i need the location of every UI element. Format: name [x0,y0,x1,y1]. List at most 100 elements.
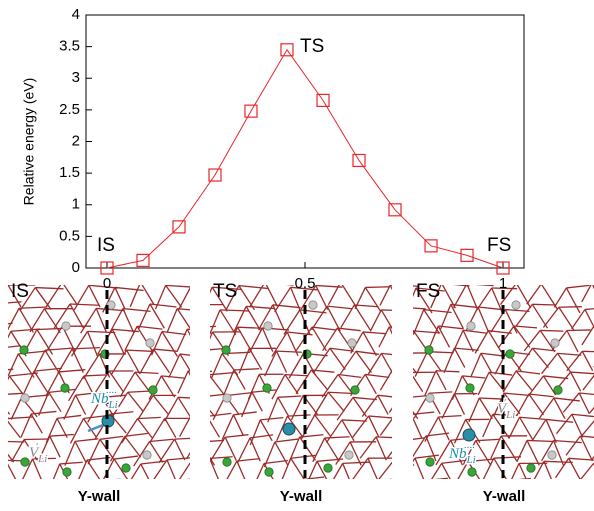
bond [523,330,541,352]
bond [511,463,520,479]
bond [463,329,488,334]
green-atom [148,385,158,395]
bond [562,392,580,413]
bond [503,392,521,415]
bond [177,370,189,394]
bond [210,456,216,466]
bond [581,325,594,346]
bond [176,328,187,351]
bond [430,285,442,309]
bond [406,485,421,510]
bond [124,435,142,458]
bond [226,460,238,479]
v-sub: Li [37,453,47,465]
bond [264,350,278,377]
bond [8,420,21,439]
bond [531,303,549,329]
bond [166,457,190,461]
bond [192,392,203,415]
bond [453,285,467,308]
bond [248,348,263,371]
bond [553,439,582,444]
bond [516,393,530,416]
bond [34,482,46,505]
bond [219,309,237,336]
bond [257,304,274,331]
bond [8,375,10,381]
bond [393,462,408,487]
bond [379,418,392,436]
v-sup: ′ [503,397,506,409]
bond [119,371,136,398]
bond [398,306,408,326]
bond [413,287,417,298]
bond [8,345,21,348]
bond [148,486,159,511]
green-atom [425,457,435,467]
bond [337,327,361,332]
bond [0,486,12,511]
bond [327,391,345,412]
bond [328,391,352,395]
green-atom [467,467,477,477]
bond [545,418,574,423]
bond [311,305,328,331]
marker [172,220,186,234]
wall-label: Y-wall [78,488,121,505]
bond [589,406,594,414]
bond [395,415,422,418]
bond [375,436,387,461]
bond [124,432,148,437]
bond [584,308,594,311]
bond [8,285,22,308]
nb-sup: ···· [106,387,117,399]
bond [299,434,324,438]
bond [152,395,170,416]
bond [553,287,567,308]
bond [386,450,392,459]
bond [8,285,9,287]
bond [47,482,57,507]
bond [127,390,152,393]
bond [33,370,49,393]
bond [277,397,290,417]
x-tick-label: 0 [103,275,111,292]
bond [122,308,135,334]
bond [395,415,407,436]
bond [499,478,503,479]
bond [478,397,493,420]
bond [342,461,371,465]
bond [379,285,391,306]
bond [492,413,518,417]
bond [99,435,124,440]
bond [238,285,268,290]
bond [341,419,355,442]
bond [438,414,462,418]
bond [433,484,462,485]
bond [83,374,110,377]
bond [205,480,221,504]
annotation: FS [487,235,511,256]
bond [326,305,341,332]
bond [249,437,261,462]
bond [215,486,229,507]
nb-sub: Li [108,399,118,411]
bond [44,347,74,351]
bond [248,327,263,354]
bond [565,435,581,456]
bond [0,304,5,328]
bond [148,483,174,486]
bond [115,478,121,479]
bond [566,285,590,289]
bond [0,460,6,482]
bond [413,435,427,458]
bond [229,486,245,511]
bond [10,439,25,462]
bond [165,285,183,308]
bond [337,374,354,395]
structure-panel [0,285,245,511]
bond [359,436,377,459]
bond [378,326,390,348]
bond [553,397,580,402]
wall-label: Y-wall [483,488,526,505]
